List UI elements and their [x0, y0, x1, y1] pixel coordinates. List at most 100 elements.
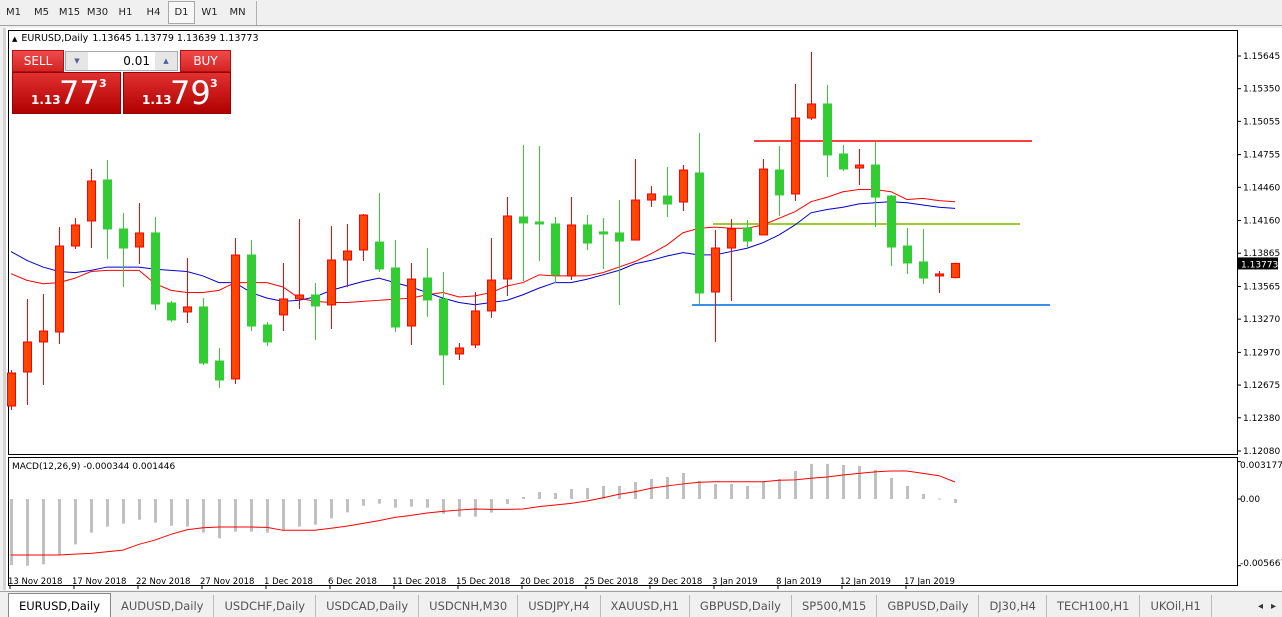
macd-histogram-bar — [10, 499, 13, 566]
buy-price[interactable]: 1.13 79 3 — [123, 72, 231, 114]
candle — [135, 203, 144, 264]
macd-histogram-bar — [490, 499, 493, 513]
macd-histogram-bar — [474, 499, 477, 517]
tab-usdjpy-h4[interactable]: USDJPY,H4 — [518, 595, 601, 617]
candle-body — [55, 245, 64, 333]
macd-histogram-bar — [858, 465, 861, 499]
timeframe-mn[interactable]: MN — [229, 7, 246, 18]
macd-histogram-bar — [26, 499, 29, 566]
tab-tech100-h1[interactable]: TECH100,H1 — [1047, 595, 1141, 617]
timeframe-m1[interactable]: M1 — [6, 7, 21, 18]
macd-histogram-bar — [282, 499, 285, 531]
chart-window[interactable] — [3, 28, 1282, 590]
sell-price[interactable]: 1.13 77 3 — [12, 72, 121, 114]
candle — [247, 240, 256, 332]
macd-histogram-bar — [106, 499, 109, 527]
tab-gbpusd-daily[interactable]: GBPUSD,Daily — [690, 595, 792, 617]
price-axis-label: 1.13865 — [1243, 249, 1280, 259]
tab-ukoil-h1[interactable]: UKOil,H1 — [1140, 595, 1212, 617]
timeframe-toolbar: M1 M5 M15 M30 H1 H4 D1 W1 MN — [0, 0, 1282, 26]
tab-xauusd-h1[interactable]: XAUUSD,H1 — [601, 595, 690, 617]
sell-button[interactable]: SELL — [12, 50, 64, 72]
candle — [871, 141, 880, 227]
candle-body — [631, 199, 640, 241]
macd-signal-line — [11, 470, 956, 556]
buy-price-fraction: 3 — [210, 77, 218, 90]
lot-size-stepper[interactable]: ▼ 0.01 ▲ — [65, 51, 178, 71]
macd-histogram-bar — [170, 499, 173, 526]
buy-price-pips: 79 — [170, 74, 211, 112]
moving-average-slow-line — [10, 201, 956, 306]
candle-body — [711, 247, 720, 293]
candle-body — [199, 306, 208, 364]
tab-gbpusd-daily[interactable]: GBPUSD,Daily — [877, 595, 980, 617]
lot-size-input[interactable]: 0.01 — [123, 54, 150, 68]
macd-histogram-bar — [794, 470, 797, 499]
candle-body — [103, 179, 112, 230]
candle — [311, 283, 320, 340]
buy-button[interactable]: BUY — [180, 50, 231, 72]
candle — [647, 185, 656, 208]
candle — [279, 262, 288, 332]
candle-body — [39, 330, 48, 343]
macd-histogram-bar — [90, 499, 93, 533]
timeframe-d1[interactable]: D1 — [168, 1, 195, 24]
candle — [951, 262, 960, 279]
timeframe-h4[interactable]: H4 — [146, 7, 161, 18]
macd-histogram-bar — [762, 481, 765, 499]
macd-histogram-bar — [698, 480, 701, 499]
timeframe-m30[interactable]: M30 — [86, 7, 109, 18]
chart-header: ▲ EURUSD,Daily 1.13645 1.13779 1.13639 1… — [12, 33, 259, 44]
candle — [199, 297, 208, 366]
macd-axis-label: 0.003177 — [1240, 461, 1282, 471]
candle — [103, 160, 112, 259]
candle — [327, 225, 336, 330]
triangle-down-icon[interactable]: ▼ — [66, 52, 88, 70]
macd-histogram-bar — [730, 483, 733, 499]
tab-sp500-m15[interactable]: SP500,M15 — [792, 595, 878, 617]
timeframe-w1[interactable]: W1 — [201, 7, 218, 18]
candle-body — [311, 294, 320, 307]
price-axis-label: 1.12675 — [1243, 381, 1280, 391]
candle-body — [839, 153, 848, 170]
candle-body — [135, 232, 144, 248]
tab-dj30-h4[interactable]: DJ30,H4 — [979, 595, 1047, 617]
candle-body — [695, 172, 704, 294]
candle-body — [7, 372, 16, 407]
price-axis-label: 1.12970 — [1243, 348, 1280, 358]
candle — [807, 52, 816, 121]
time-axis-label: 6 Dec 2018 — [328, 577, 377, 587]
timeframe-m5[interactable]: M5 — [34, 7, 49, 18]
macd-histogram-bar — [442, 499, 445, 514]
candle-body — [359, 214, 368, 251]
tab-eurusd-daily[interactable]: EURUSD,Daily — [8, 593, 111, 617]
candle-body — [951, 262, 960, 279]
price-chart[interactable]: 1.15645 1.15350 1.15055 1.14755 1.14460 1.141… — [0, 0, 1282, 591]
timeframe-m15[interactable]: M15 — [58, 7, 81, 18]
triangle-up-icon[interactable]: ▲ — [155, 52, 177, 70]
tab-audusd-daily[interactable]: AUDUSD,Daily — [111, 595, 215, 617]
tab-usdchf-daily[interactable]: USDCHF,Daily — [214, 595, 317, 617]
price-axis-label: 1.12380 — [1243, 414, 1280, 424]
tab-usdcad-daily[interactable]: USDCAD,Daily — [316, 595, 420, 617]
candle-body — [119, 228, 128, 249]
candle-body — [535, 221, 544, 225]
macd-histogram-bar — [554, 492, 557, 499]
candle-body — [279, 298, 288, 316]
tab-usdcnh-m30[interactable]: USDCNH,M30 — [419, 595, 519, 617]
tab-next-icon[interactable]: ▸ — [1270, 600, 1276, 612]
candle-body — [663, 195, 672, 205]
collapse-triangle-icon[interactable]: ▲ — [12, 34, 18, 43]
candle-body — [759, 168, 768, 236]
price-axis-label: 1.15350 — [1243, 85, 1280, 95]
time-axis-label: 17 Nov 2018 — [72, 577, 126, 587]
candle — [583, 214, 592, 251]
candle — [167, 300, 176, 323]
candle-body — [615, 232, 624, 242]
tab-prev-icon[interactable]: ◂ — [1257, 600, 1263, 612]
timeframe-h1[interactable]: H1 — [118, 7, 133, 18]
one-click-trading-panel: SELL ▼ 0.01 ▲ BUY 1.13 77 3 1.13 79 3 — [12, 50, 231, 114]
candle-body — [471, 310, 480, 346]
price-axis-label: 1.15645 — [1243, 52, 1280, 62]
candle-body — [343, 250, 352, 261]
